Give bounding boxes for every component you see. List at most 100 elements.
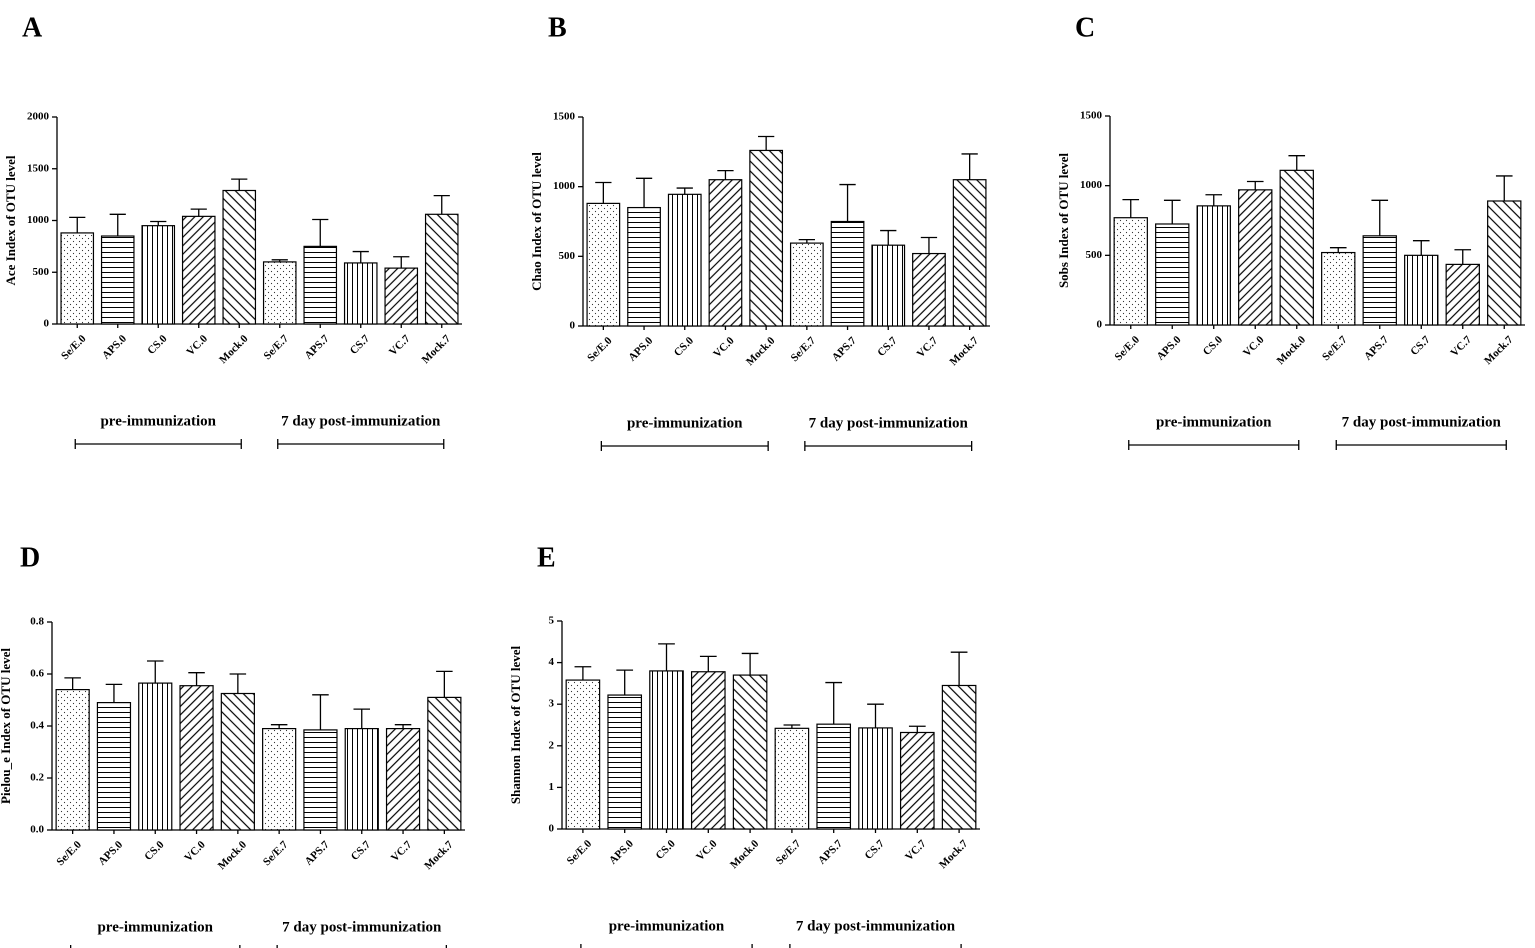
y-tick-label: 500 [559, 250, 576, 262]
bar [100, 235, 135, 325]
bar [222, 189, 257, 325]
bar [732, 674, 768, 830]
y-tick-label: 500 [33, 266, 50, 278]
bar [789, 242, 824, 327]
x-tick-label: APS.0 [626, 334, 655, 363]
bar [871, 244, 906, 327]
bar [385, 727, 421, 831]
bar [181, 215, 216, 325]
bar [1487, 200, 1522, 326]
group-label: 7 day post-immunization [809, 415, 969, 431]
panel-label: C [1075, 12, 1095, 43]
y-tick-label: 0.0 [30, 824, 44, 836]
panel: B 0 500 1000 1500 Chao Index of OTU level Se/E… [529, 12, 990, 451]
x-tick-label: Mock.0 [728, 837, 762, 871]
y-axis-title: Pielou_e Index of OTU level [0, 648, 13, 804]
y-tick-label: 2 [549, 739, 555, 751]
x-tick-label: VC.0 [184, 332, 210, 358]
bar [899, 731, 935, 830]
bar [1113, 217, 1148, 326]
x-tick-label: CS.0 [1201, 333, 1226, 358]
bar [690, 671, 726, 830]
y-tick-label: 3 [549, 698, 555, 710]
y-tick-label: 5 [549, 615, 555, 627]
x-tick-label: Mock.0 [217, 332, 251, 366]
bar [1196, 205, 1231, 326]
bar [858, 727, 893, 830]
y-tick-label: 1000 [1080, 179, 1103, 191]
bar [1238, 189, 1273, 326]
y-tick-label: 0.2 [30, 772, 44, 784]
x-tick-label: VC.7 [389, 838, 415, 864]
x-tick-label: Se/E.7 [774, 837, 804, 867]
x-tick-label: Se/E.0 [1113, 333, 1143, 363]
y-tick-label: 1000 [27, 214, 50, 226]
bar [303, 729, 338, 831]
x-tick-label: Se/E.7 [261, 838, 291, 868]
x-tick-label: VC.7 [1448, 333, 1474, 359]
bar [343, 262, 378, 325]
y-tick-label: 1000 [553, 180, 576, 192]
panel-label: B [548, 12, 567, 43]
bar [179, 685, 214, 831]
x-tick-label: VC.0 [711, 334, 737, 360]
y-tick-label: 1500 [27, 162, 50, 174]
x-tick-label: Se/E.0 [565, 837, 595, 867]
bar [941, 684, 977, 830]
x-tick-label: APS.0 [100, 332, 129, 361]
y-tick-label: 1500 [553, 111, 576, 123]
y-axis-title: Sobs Index of OTU level [1056, 153, 1071, 288]
group-label: pre-immunization [609, 918, 725, 934]
bar [384, 267, 419, 325]
panel: A 0 500 1000 1500 2000 Ace Index of OTU level S… [3, 12, 462, 449]
x-tick-label: Mock.7 [422, 838, 456, 872]
y-tick-label: 1500 [1080, 110, 1103, 122]
y-tick-label: 1 [549, 781, 555, 793]
bar [262, 727, 297, 831]
x-tick-label: CS.7 [349, 838, 374, 863]
x-tick-label: Se/E.7 [789, 334, 819, 364]
bar [565, 679, 601, 830]
x-tick-label: CS.7 [862, 837, 887, 862]
x-tick-label: APS.0 [607, 837, 636, 866]
x-tick-label: Se/E.0 [54, 838, 84, 868]
bar [262, 261, 297, 325]
x-tick-label: Mock.0 [744, 334, 778, 368]
y-tick-label: 0.6 [30, 668, 44, 680]
x-tick-label: Mock.0 [1275, 333, 1309, 367]
x-tick-label: APS.7 [302, 332, 331, 361]
bar [96, 701, 132, 831]
x-tick-label: VC.0 [694, 837, 720, 863]
bar [1445, 263, 1480, 326]
bar [1279, 169, 1314, 326]
y-tick-label: 4 [549, 656, 555, 668]
group-label: 7 day post-immunization [796, 918, 956, 934]
x-tick-label: CS.0 [672, 334, 697, 359]
x-tick-label: Se/E.0 [585, 334, 615, 364]
y-tick-label: 0.4 [30, 720, 44, 732]
bar [1155, 223, 1190, 326]
x-tick-label: Mock.7 [948, 334, 982, 368]
x-tick-label: CS.7 [1408, 333, 1433, 358]
x-tick-label: APS.7 [816, 837, 845, 866]
bar [344, 727, 379, 831]
bar [708, 179, 743, 327]
bar [952, 179, 987, 327]
x-tick-label: Mock.7 [1482, 333, 1516, 367]
x-tick-label: Se/E.7 [262, 332, 292, 362]
bar [1404, 254, 1439, 326]
bar [774, 727, 810, 830]
x-tick-label: APS.7 [303, 838, 332, 867]
y-tick-label: 0 [44, 318, 50, 330]
y-tick-label: 500 [1086, 249, 1103, 261]
x-tick-label: APS.7 [1362, 333, 1391, 362]
x-tick-label: Se/E.7 [1320, 333, 1350, 363]
y-tick-label: 0 [570, 320, 576, 332]
bar [138, 682, 173, 831]
group-label: pre-immunization [1156, 414, 1272, 430]
group-label: pre-immunization [627, 415, 743, 431]
bar [1362, 235, 1397, 326]
bar [749, 149, 784, 327]
x-tick-label: Mock.7 [937, 837, 971, 871]
